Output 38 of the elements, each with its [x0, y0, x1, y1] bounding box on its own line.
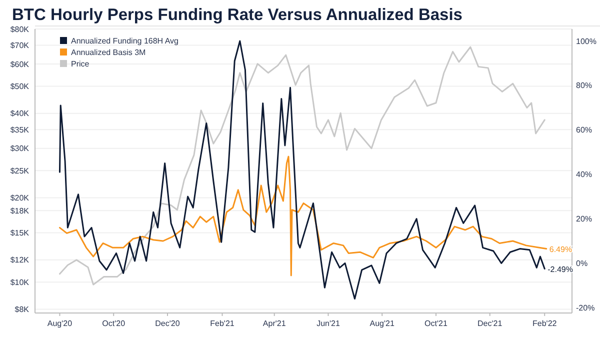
x-tick-label: Jun'21 [316, 319, 340, 328]
x-tick-label: Feb'21 [210, 319, 235, 328]
x-tick-label: Feb'22 [532, 319, 558, 328]
legend-label: Annualized Basis 3M [71, 48, 146, 57]
y-tick-label: $70K [10, 41, 30, 50]
chart-title: BTC Hourly Perps Funding Rate Versus Annualized Basis [12, 6, 462, 24]
y-tick-label: $20K [10, 194, 30, 203]
legend-label: Price [71, 60, 90, 68]
x-tick-label: Oct'21 [424, 319, 448, 328]
data-label: -2.49% [548, 264, 573, 274]
legend-label: Annualized Funding 168H Avg [71, 36, 178, 46]
y-tick-label: $40K [10, 109, 30, 118]
y2-tick-label: 100% [576, 36, 596, 46]
x-tick-label: Aug'20 [47, 319, 73, 328]
data-label: 6.49% [549, 244, 572, 254]
y-tick-label: $50K [10, 82, 30, 92]
y2-tick-label: 80% [576, 81, 592, 90]
y-tick-label: $25K [10, 166, 30, 176]
line-series [58, 156, 548, 276]
y-tick-label: $8K [14, 305, 30, 314]
y2-tick-label: 60% [576, 126, 592, 135]
x-tick-label: Aug'21 [370, 319, 395, 328]
y-tick-label: $60K [10, 60, 30, 69]
y-tick-label: $10K [10, 278, 30, 287]
y-tick-label: $35K [10, 125, 30, 134]
y2-tick-label: 40% [576, 170, 592, 180]
y-tick-label: $12K [10, 256, 30, 265]
y-tick-label: $15K [10, 228, 30, 238]
y2-tick-label: 20% [576, 214, 592, 224]
y-tick-label: $80K [10, 24, 30, 34]
y2-tick-label: -20% [576, 303, 595, 312]
y2-tick-label: 0% [576, 259, 588, 268]
x-tick-label: Oct'20 [102, 319, 126, 328]
y-tick-label: $30K [10, 144, 30, 154]
x-tick-label: Dec'21 [478, 319, 503, 328]
x-tick-label: Apr'21 [262, 319, 286, 328]
x-tick-label: Dec'20 [155, 319, 180, 328]
y-tick-label: $18K [10, 206, 30, 216]
